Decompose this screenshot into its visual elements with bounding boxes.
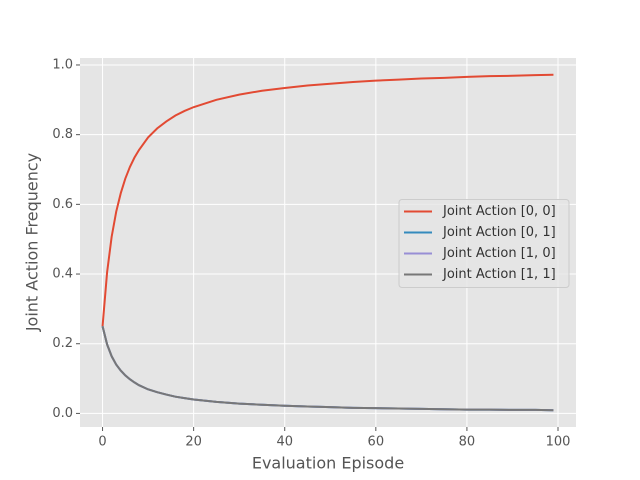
x-tick-label: 60 bbox=[368, 435, 385, 450]
legend-label: Joint Action [0, 1] bbox=[442, 225, 556, 240]
series-line bbox=[101, 73, 554, 327]
x-tick-label: 20 bbox=[185, 435, 202, 450]
y-tick-label: 0.4 bbox=[52, 267, 73, 282]
legend: Joint Action [0, 0] Joint Action [0, 1] Jo… bbox=[398, 199, 570, 288]
y-axis-label: Joint Action Frequency bbox=[23, 153, 42, 332]
legend-label: Joint Action [1, 1] bbox=[442, 267, 556, 282]
series-line bbox=[101, 326, 554, 412]
x-tick-label: 0 bbox=[98, 435, 106, 450]
x-tick-label: 40 bbox=[276, 435, 293, 450]
legend-label: Joint Action [1, 0] bbox=[442, 246, 556, 261]
x-axis-label: Evaluation Episode bbox=[252, 454, 404, 473]
legend-box bbox=[398, 199, 570, 288]
y-tick-label: 1.0 bbox=[52, 57, 73, 72]
y-tick-label: 0.2 bbox=[52, 336, 73, 351]
y-tick-label: 0.8 bbox=[52, 127, 73, 142]
y-tick-label: 0.0 bbox=[52, 406, 73, 421]
x-tick-label: 100 bbox=[546, 435, 571, 450]
x-tick-label: 80 bbox=[459, 435, 476, 450]
y-tick-label: 0.6 bbox=[52, 197, 73, 212]
lines bbox=[101, 73, 554, 412]
legend-label: Joint Action [0, 0] bbox=[442, 204, 556, 219]
